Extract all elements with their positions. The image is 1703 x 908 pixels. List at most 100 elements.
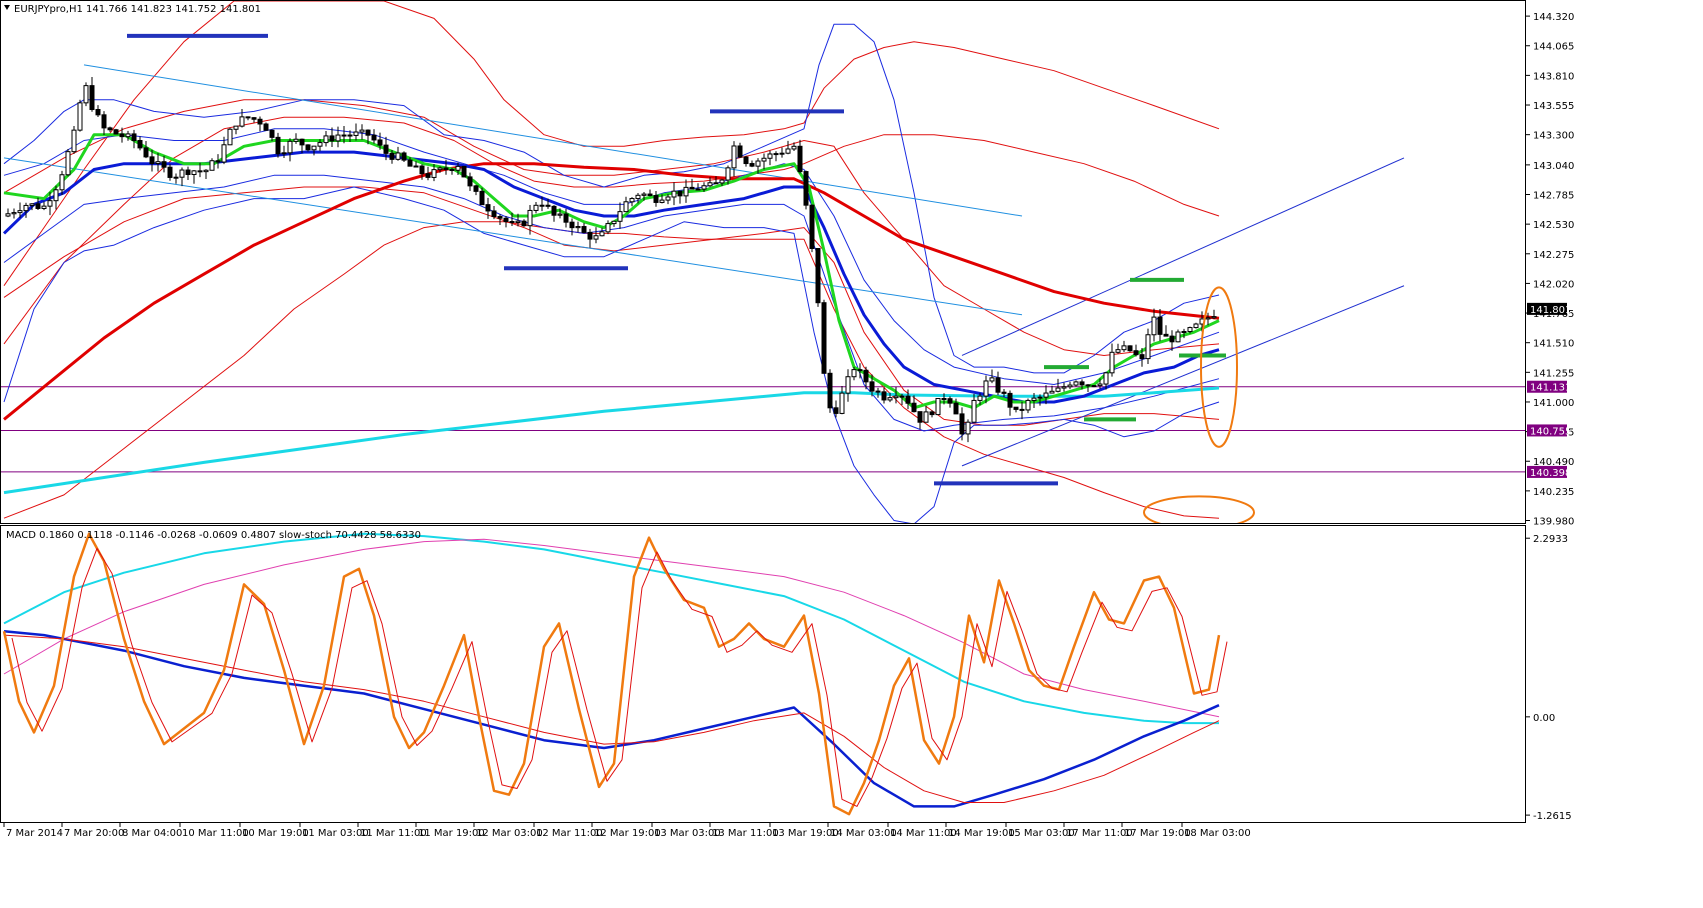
candle-body — [833, 407, 839, 414]
candle-body — [1061, 386, 1067, 389]
price-tick-label: 141.000 — [1533, 398, 1574, 409]
candle-body — [857, 369, 863, 372]
candle-body — [773, 153, 779, 156]
candle-body — [455, 165, 461, 171]
candle-body — [371, 134, 377, 141]
candle-body — [941, 397, 947, 400]
candle-body — [197, 170, 203, 173]
candle-body — [821, 302, 827, 374]
price-tick-label: 141.510 — [1533, 339, 1574, 350]
candle-body — [191, 170, 197, 175]
candle-body — [551, 205, 557, 216]
candle-body — [377, 139, 383, 146]
candle-body — [347, 134, 353, 137]
candle-body — [923, 411, 929, 423]
bollinger-red-upper — [3, 1, 1220, 286]
candle-body — [1049, 390, 1055, 394]
price-tag-label: 141.131 — [1530, 383, 1571, 394]
indicator-macd_cyan — [3, 532, 1219, 725]
candle-body — [341, 134, 347, 137]
candle-body — [581, 226, 587, 233]
indicator-tick-label: 0.00 — [1533, 713, 1555, 724]
candle-body — [413, 165, 419, 168]
time-tick-label: 11 Mar 11:00 — [360, 828, 427, 839]
candle-body — [83, 85, 89, 104]
time-tick-label: 11 Mar 03:00 — [302, 828, 369, 839]
candle-body — [701, 185, 707, 190]
candle-body — [383, 144, 389, 154]
candle-body — [1025, 399, 1031, 411]
candle-body — [425, 173, 431, 178]
candle-body — [317, 142, 323, 147]
candle-body — [755, 160, 761, 167]
candle-body — [851, 369, 857, 378]
time-tick-label: 14 Mar 11:00 — [890, 828, 957, 839]
candle-body — [953, 402, 959, 415]
time-tick-label: 8 Mar 04:00 — [122, 828, 182, 839]
candle-body — [743, 156, 749, 165]
candle-body — [965, 421, 971, 435]
candle-body — [881, 391, 887, 401]
main-panel-frame — [0, 0, 1526, 524]
channel-line-lightblue — [83, 64, 1023, 217]
candle-body — [929, 411, 935, 416]
channel-line-blue — [961, 157, 1405, 356]
candle-body — [485, 204, 491, 212]
highlight-ellipse-price — [1200, 286, 1238, 448]
candle-body — [365, 129, 371, 136]
price-tick-label: 143.040 — [1533, 161, 1574, 172]
main-plot — [1, 1, 1525, 523]
candle-body — [95, 109, 101, 116]
candle-body — [575, 226, 581, 229]
candle-body — [779, 152, 785, 155]
candle-body — [293, 138, 299, 142]
candle-body — [1133, 350, 1139, 356]
candle-body — [251, 117, 257, 120]
candle-body — [167, 166, 173, 178]
candle-body — [131, 133, 137, 142]
time-tick-label: 13 Mar 11:00 — [712, 828, 779, 839]
candle-body — [1151, 316, 1157, 336]
candle-body — [767, 153, 773, 159]
candle-body — [1211, 316, 1217, 319]
time-tick-label: 13 Mar 19:00 — [772, 828, 839, 839]
candle-body — [653, 195, 659, 203]
candle-body — [263, 123, 269, 131]
candle-body — [713, 182, 719, 185]
candle-body — [1175, 331, 1181, 343]
price-tag-box — [1527, 465, 1567, 478]
candle-body — [209, 160, 215, 171]
candle-body — [491, 210, 497, 218]
moving-average-cyan — [3, 386, 1220, 495]
candle-body — [467, 176, 473, 187]
candle-body — [245, 116, 251, 119]
candle-body — [5, 213, 11, 217]
candle-body — [1031, 397, 1037, 401]
candle-body — [443, 167, 449, 171]
candle-body — [1079, 381, 1085, 386]
candle-body — [1163, 333, 1169, 337]
candle-body — [137, 140, 143, 149]
candle-body — [665, 196, 671, 201]
candle-body — [269, 129, 275, 138]
moving-average-green — [3, 133, 1220, 410]
candle-body — [983, 380, 989, 397]
candle-body — [1115, 349, 1121, 353]
candle-body — [539, 204, 545, 207]
candle-body — [1019, 408, 1025, 411]
candle-body — [707, 182, 713, 187]
candle-body — [1103, 372, 1109, 385]
bollinger-red-lower — [3, 221, 1220, 519]
price-tick-label: 142.020 — [1533, 279, 1574, 290]
candle-body — [203, 169, 209, 173]
candle-body — [239, 116, 245, 127]
time-tick-label: 7 Mar 20:00 — [64, 828, 124, 839]
candle-body — [71, 129, 77, 153]
candle-body — [875, 390, 881, 393]
candle-body — [809, 204, 815, 249]
indicator-stoch-signal — [11, 547, 1228, 807]
time-tick-label: 10 Mar 11:00 — [182, 828, 249, 839]
candle-body — [461, 165, 467, 178]
candle-body — [683, 186, 689, 197]
candle-body — [449, 169, 455, 172]
